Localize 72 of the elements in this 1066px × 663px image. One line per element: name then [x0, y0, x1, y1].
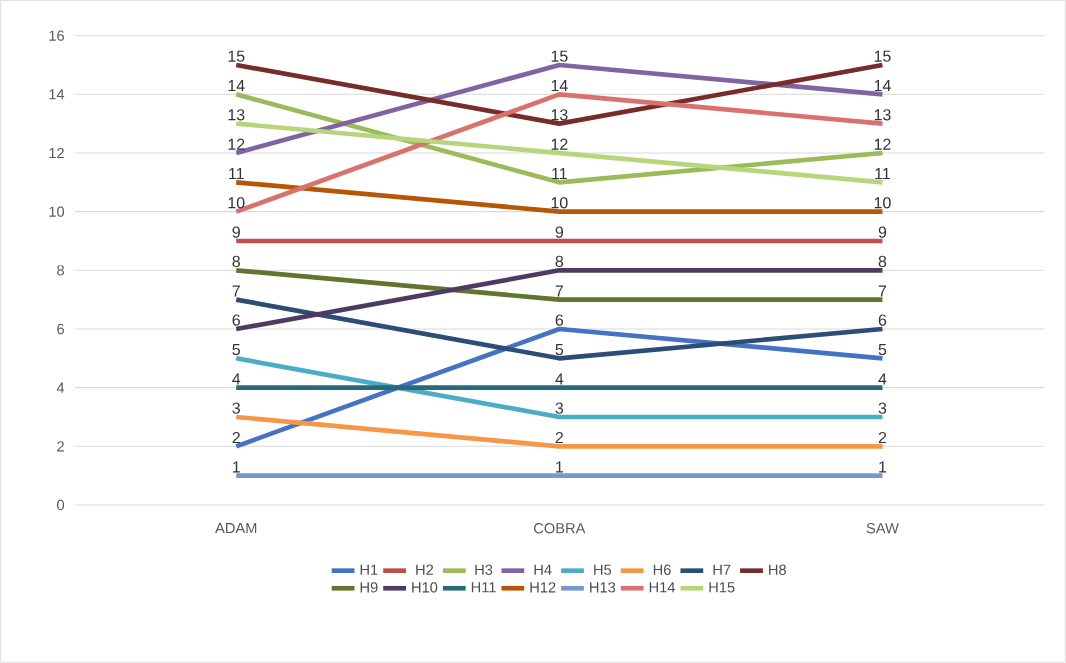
data-label: 8 — [878, 255, 887, 268]
data-label: 15 — [874, 50, 891, 62]
data-label: 12 — [874, 138, 891, 150]
legend-label: H4 — [534, 564, 552, 575]
y-tick-label: 2 — [57, 441, 64, 452]
data-label: 2 — [232, 431, 240, 444]
data-label: 11 — [552, 168, 567, 180]
x-tick-label: ADAM — [215, 523, 257, 534]
legend-label: H10 — [412, 582, 438, 593]
x-tick-label: COBRA — [534, 523, 586, 534]
data-label: 15 — [551, 50, 568, 62]
data-label: 9 — [878, 226, 887, 238]
y-tick-label: 16 — [49, 30, 64, 41]
legend-label: H15 — [709, 582, 735, 593]
data-label: 3 — [232, 402, 240, 414]
data-label: 5 — [232, 343, 240, 356]
y-tick-label: 6 — [57, 323, 64, 335]
data-label: 1 — [556, 461, 563, 473]
data-label: 3 — [878, 402, 887, 414]
data-label: 7 — [555, 285, 563, 297]
y-tick-label: 4 — [56, 382, 65, 393]
data-label: 1 — [233, 461, 240, 473]
data-label: 4 — [878, 373, 887, 385]
data-label: 11 — [875, 168, 890, 180]
data-label: 7 — [232, 285, 240, 297]
y-tick-label: 12 — [49, 147, 64, 159]
legend-label: H12 — [530, 582, 556, 593]
data-label: 3 — [555, 402, 564, 414]
legend-label: H7 — [713, 564, 731, 575]
legend-label: H1 — [360, 564, 378, 575]
data-label: 13 — [228, 109, 245, 121]
data-label: 4 — [555, 373, 564, 385]
y-tick-label: 8 — [57, 265, 64, 276]
data-label: 8 — [232, 255, 240, 268]
data-label: 6 — [555, 314, 564, 326]
data-label: 2 — [555, 431, 563, 444]
x-tick-label: SAW — [866, 523, 899, 534]
data-label: 14 — [874, 80, 891, 92]
data-label: 13 — [551, 109, 568, 121]
data-label: 13 — [874, 109, 891, 121]
data-label: 14 — [551, 80, 568, 92]
legend-label: H2 — [416, 564, 434, 575]
data-label: 15 — [228, 50, 245, 62]
legend-label: H5 — [594, 564, 612, 575]
data-label: 5 — [878, 343, 887, 356]
data-label: 6 — [232, 314, 240, 326]
data-label: 11 — [229, 168, 244, 180]
data-label: 9 — [555, 226, 564, 238]
legend-label: H3 — [475, 564, 493, 575]
data-label: 10 — [874, 197, 891, 209]
data-label: 8 — [555, 255, 564, 268]
data-label: 5 — [555, 343, 564, 356]
data-label: 1 — [879, 461, 887, 473]
data-label: 10 — [228, 197, 245, 209]
y-tick-label: 10 — [49, 206, 65, 217]
legend-label: H8 — [769, 564, 786, 575]
legend-label: H13 — [590, 582, 616, 593]
legend-label: H9 — [360, 582, 378, 593]
data-label: 12 — [551, 138, 568, 150]
data-label: 9 — [232, 226, 240, 238]
data-label: 12 — [228, 138, 245, 150]
data-label: 4 — [232, 373, 241, 385]
data-label: 14 — [228, 80, 245, 92]
y-tick-label: 0 — [57, 499, 65, 511]
legend-label: H6 — [653, 564, 671, 575]
data-label: 2 — [878, 431, 887, 444]
legend-label: H14 — [649, 582, 676, 593]
data-label: 10 — [551, 197, 568, 209]
data-label: 6 — [878, 314, 887, 326]
data-label: 7 — [878, 285, 887, 297]
y-tick-label: 14 — [49, 89, 65, 100]
legend-label: H11 — [471, 582, 496, 593]
